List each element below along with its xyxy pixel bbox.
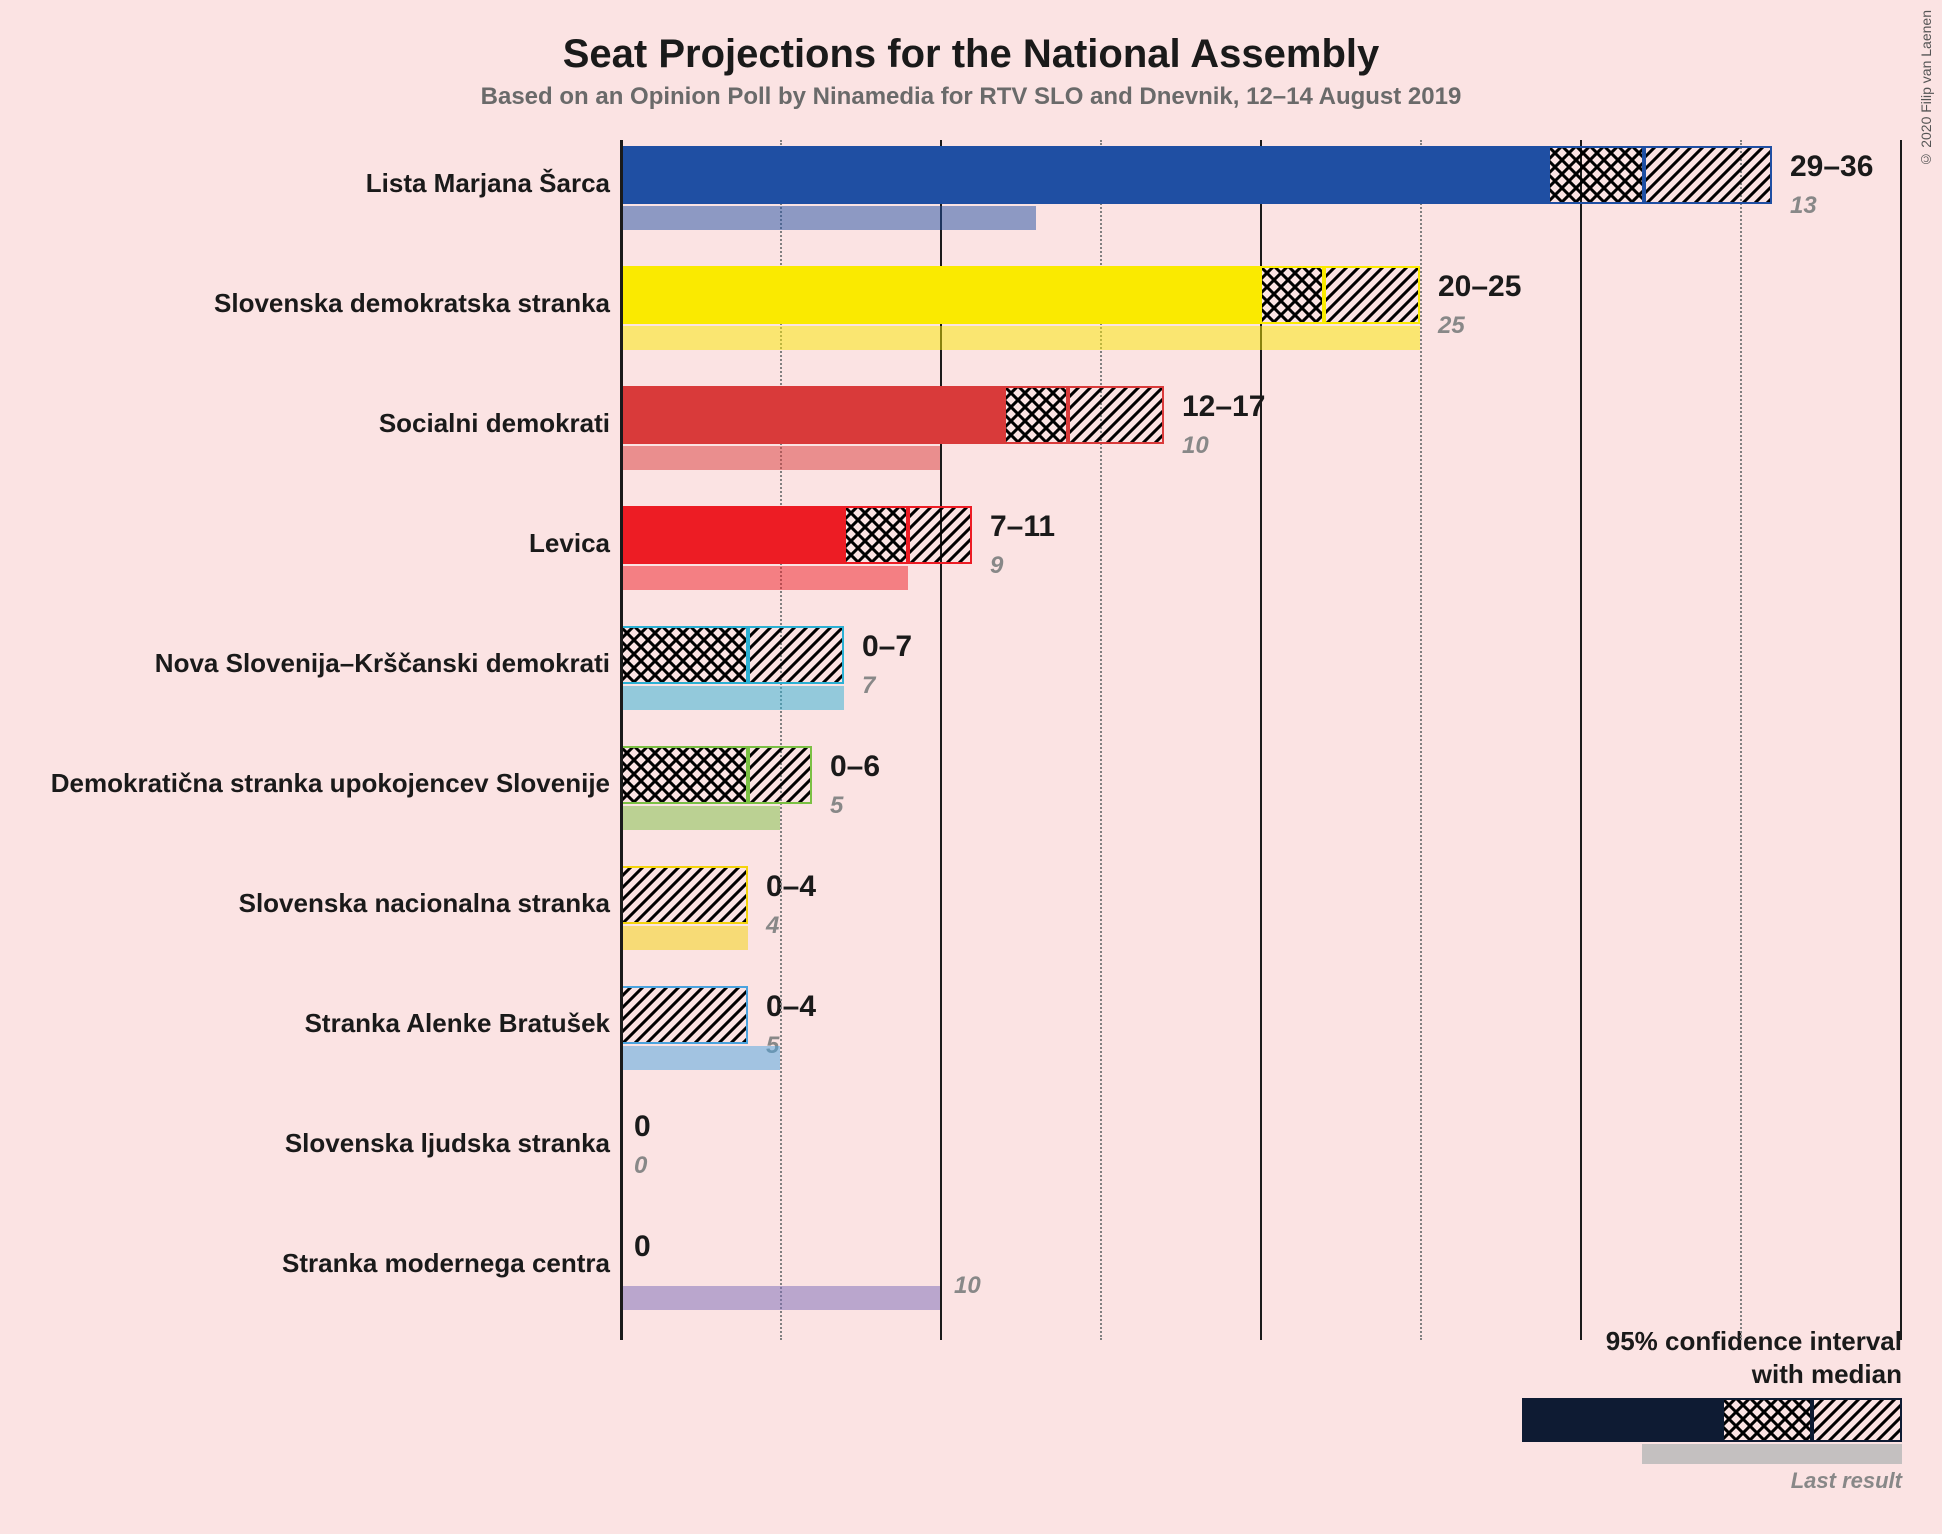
- range-label: 29–36: [1790, 150, 1873, 184]
- last-label: 7: [862, 672, 875, 700]
- gridline: [1580, 140, 1582, 1340]
- ci-bar: [620, 386, 1164, 444]
- party-row: Levica 7–11 9: [0, 500, 1942, 620]
- party-label: Socialni demokrati: [379, 408, 610, 439]
- last-label: 5: [830, 792, 843, 820]
- range-label: 0: [634, 1230, 651, 1264]
- legend-last-label: Last result: [1522, 1468, 1902, 1494]
- party-label: Demokratična stranka upokojencev Sloveni…: [51, 768, 610, 799]
- party-row: Stranka modernega centra 0 10: [0, 1220, 1942, 1340]
- party-label: Nova Slovenija–Krščanski demokrati: [155, 648, 610, 679]
- legend-line1: 95% confidence interval: [1522, 1325, 1902, 1358]
- legend-last-swatch: [1642, 1444, 1902, 1464]
- ci-bar: [620, 506, 972, 564]
- last-result-bar: [620, 926, 748, 950]
- chart-area: Lista Marjana Šarca 29–36 13 Slovenska demo…: [0, 140, 1942, 1400]
- party-row: Slovenska ljudska stranka 0 0: [0, 1100, 1942, 1220]
- last-label: 13: [1790, 192, 1817, 220]
- range-label: 0–4: [766, 870, 816, 904]
- last-label: 10: [954, 1272, 981, 1300]
- ci-bar: [620, 986, 748, 1044]
- party-label: Stranka Alenke Bratušek: [305, 1008, 610, 1039]
- baseline: [620, 140, 623, 1340]
- ci-bar: [620, 266, 1420, 324]
- last-result-bar: [620, 686, 844, 710]
- last-label: 0: [634, 1152, 647, 1180]
- ci-bar: [620, 146, 1772, 204]
- last-result-bar: [620, 446, 940, 470]
- last-label: 4: [766, 912, 779, 940]
- last-result-bar: [620, 566, 908, 590]
- last-label: 25: [1438, 312, 1465, 340]
- last-result-bar: [620, 326, 1420, 350]
- party-row: Lista Marjana Šarca 29–36 13: [0, 140, 1942, 260]
- party-row: Stranka Alenke Bratušek0–45: [0, 980, 1942, 1100]
- gridline: [1740, 140, 1742, 1340]
- ci-bar: [620, 626, 844, 684]
- party-label: Slovenska demokratska stranka: [214, 288, 610, 319]
- ci-bar: [620, 746, 812, 804]
- last-result-bar: [620, 1046, 780, 1070]
- legend: 95% confidence interval with median Last…: [1522, 1325, 1902, 1494]
- ci-bar: [620, 866, 748, 924]
- party-row: Demokratična stranka upokojencev Sloveni…: [0, 740, 1942, 860]
- party-row: Slovenska nacionalna stranka 0–4 4: [0, 860, 1942, 980]
- range-label: 0–6: [830, 750, 880, 784]
- chart-subtitle: Based on an Opinion Poll by Ninamedia fo…: [0, 83, 1942, 111]
- last-label: 10: [1182, 432, 1209, 460]
- party-label: Lista Marjana Šarca: [366, 168, 610, 199]
- range-label: 0–4: [766, 990, 816, 1024]
- chart-title: Seat Projections for the National Assemb…: [0, 0, 1942, 77]
- last-label: 9: [990, 552, 1003, 580]
- party-label: Slovenska ljudska stranka: [285, 1128, 610, 1159]
- party-row: Nova Slovenija–Krščanski demokrati 0–7 7: [0, 620, 1942, 740]
- range-label: 12–17: [1182, 390, 1265, 424]
- last-result-bar: [620, 1286, 940, 1310]
- party-row: Socialni demokrati 12–17 10: [0, 380, 1942, 500]
- party-label: Slovenska nacionalna stranka: [239, 888, 610, 919]
- range-label: 0–7: [862, 630, 912, 664]
- range-label: 7–11: [990, 510, 1055, 544]
- last-result-bar: [620, 206, 1036, 230]
- range-label: 20–25: [1438, 270, 1521, 304]
- gridline: [1420, 140, 1422, 1340]
- gridline: [1900, 140, 1902, 1340]
- party-row: Slovenska demokratska stranka 20–25 25: [0, 260, 1942, 380]
- party-label: Levica: [529, 528, 610, 559]
- party-label: Stranka modernega centra: [282, 1248, 610, 1279]
- legend-ci-swatch: [1522, 1398, 1902, 1442]
- last-result-bar: [620, 806, 780, 830]
- range-label: 0: [634, 1110, 651, 1144]
- legend-line2: with median: [1522, 1358, 1902, 1391]
